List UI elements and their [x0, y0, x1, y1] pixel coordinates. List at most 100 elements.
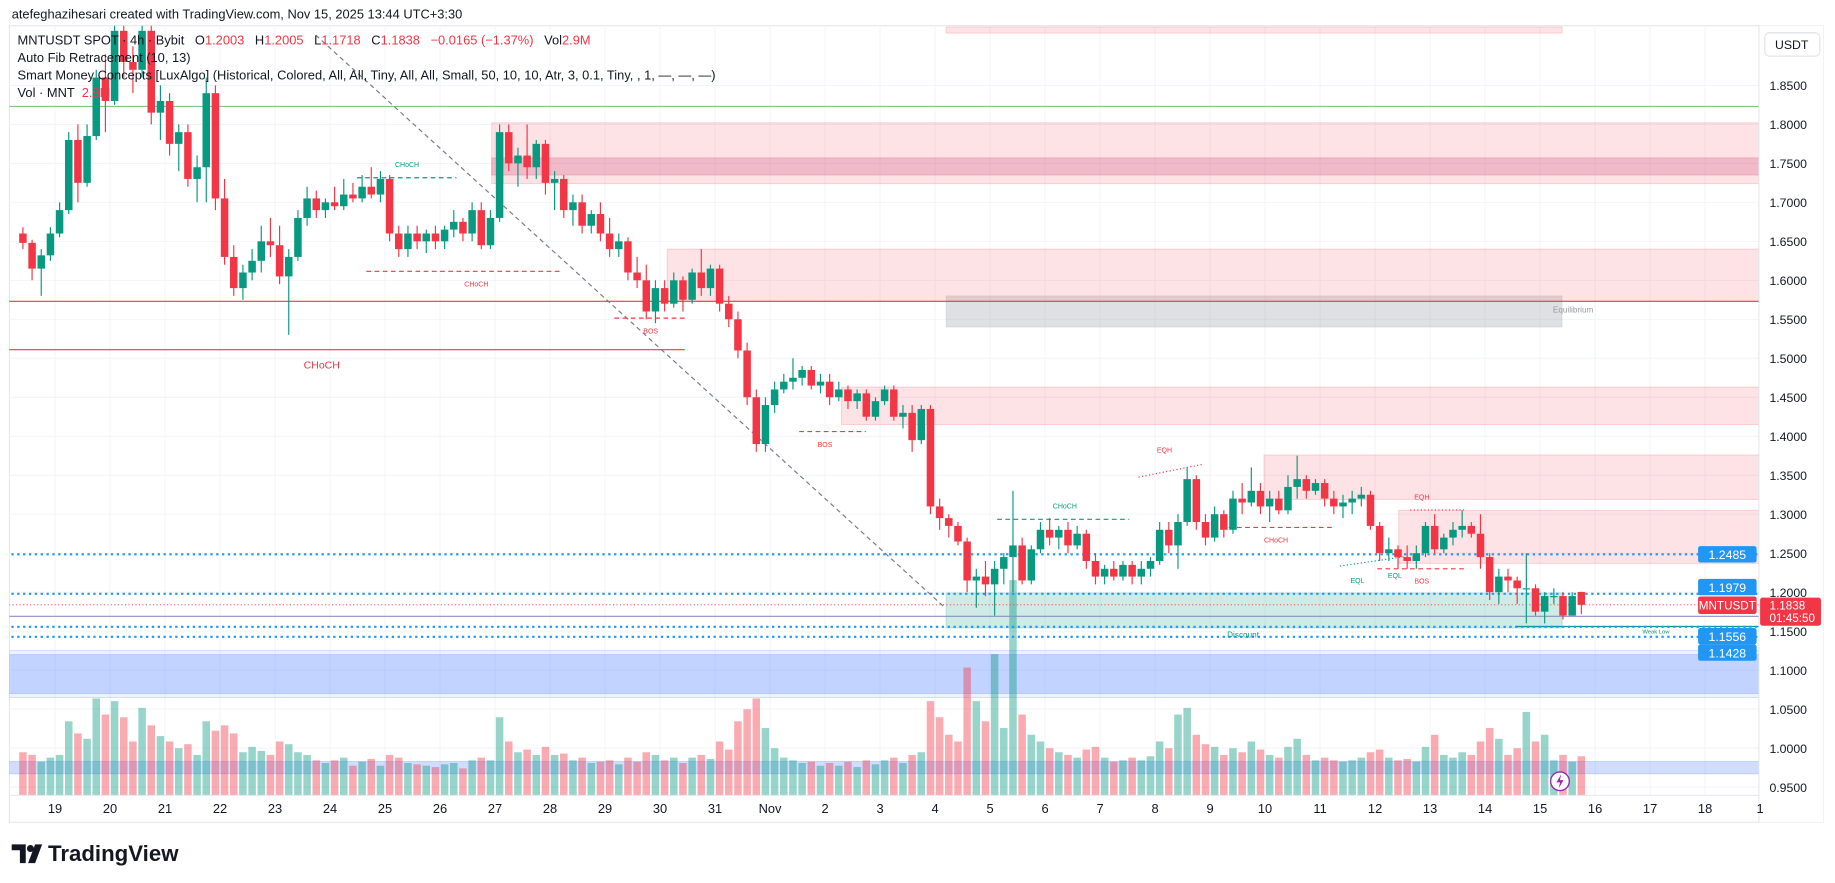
candle — [1192, 475, 1201, 530]
volume-bar — [55, 754, 64, 796]
candle — [890, 385, 898, 421]
price-tick-label: 1.4500 — [1769, 391, 1807, 405]
volume-bar — [770, 748, 779, 796]
volume-bar — [1495, 738, 1503, 796]
candle-body — [202, 93, 211, 168]
volume-bar — [184, 744, 192, 796]
volume-bar — [477, 757, 486, 796]
indicator-smc[interactable]: Smart Money Concepts [LuxAlgo] (Historic… — [18, 68, 716, 83]
price-badge — [1698, 644, 1757, 661]
price-axis[interactable]: USDT — [1758, 25, 1824, 823]
price-badge-label: 1.2485 — [1709, 548, 1747, 562]
volume-bar — [587, 763, 596, 796]
date-tick-label: 25 — [378, 801, 392, 816]
volume-bar — [486, 760, 495, 796]
volume-bar — [725, 749, 733, 796]
candle-body — [871, 401, 880, 417]
candle — [1421, 522, 1430, 558]
candle — [147, 25, 155, 125]
candle — [981, 560, 990, 597]
candle — [367, 167, 376, 199]
candle — [1000, 553, 1008, 585]
volume-bar — [990, 654, 999, 796]
volume-bar — [743, 709, 751, 796]
price-tick-label: 1.7000 — [1769, 196, 1807, 210]
tradingview-logo[interactable]: TradingView — [11, 841, 180, 866]
candle — [1036, 522, 1045, 554]
volume-bar — [83, 738, 91, 796]
candle — [1256, 483, 1265, 515]
candle — [1366, 490, 1375, 530]
volume-bar — [807, 761, 816, 796]
candle-body — [679, 280, 687, 300]
candle-body — [257, 241, 266, 261]
candle-body — [651, 288, 660, 312]
candle-body — [1100, 568, 1109, 577]
demand-outer-zone — [9, 650, 1759, 698]
volume-bar — [1064, 754, 1072, 796]
lightning-icon[interactable] — [1549, 771, 1571, 792]
candle — [1183, 467, 1191, 526]
date-tick-label: 10 — [1258, 801, 1272, 816]
volume-bar — [1165, 748, 1173, 796]
volume-bar — [871, 764, 880, 796]
date-tick-label: 5 — [986, 801, 993, 816]
candle — [303, 186, 311, 226]
candle-body — [926, 408, 935, 507]
candle-body — [330, 202, 339, 207]
volume-bar — [1577, 756, 1586, 796]
candle — [1284, 475, 1292, 515]
change-value: −0.0165 (−1.37%) — [431, 32, 534, 47]
candle — [1430, 514, 1439, 554]
volume-bar — [899, 763, 907, 796]
candle-body — [1449, 529, 1457, 538]
candle — [294, 210, 302, 261]
currency-button[interactable] — [1764, 32, 1821, 57]
volume-bar — [349, 765, 357, 796]
volume-bar — [679, 763, 687, 796]
structure-label-bos: BOS — [643, 328, 658, 335]
candle-body — [541, 143, 550, 183]
candle — [706, 264, 715, 296]
volume-bar — [1366, 752, 1375, 796]
chart-credit: atefeghazihesari created with TradingVie… — [12, 7, 463, 22]
volume-bar — [138, 707, 146, 796]
candle — [312, 190, 321, 218]
volume-bar — [1330, 760, 1338, 796]
candle — [770, 381, 779, 413]
time-axis[interactable]: 19 20 21 22 23 24 25 26 27 28 29 30 31 Nov 2 3 4 5 6 7 8 9 10 1… — [48, 801, 1764, 816]
plot-area[interactable]: Equilibrium Discount Weak Low CHoCH CHoCH CHo… — [6, 0, 1761, 796]
indicator-fib[interactable]: Auto Fib Retracement (10, 13) — [18, 50, 191, 65]
zone-label: Equilibrium — [1553, 305, 1594, 314]
candle — [1577, 591, 1586, 615]
candle-body — [1403, 557, 1411, 561]
candle-body — [1311, 483, 1320, 491]
candle — [1128, 560, 1136, 585]
volume-bar — [1220, 754, 1228, 796]
volume-bar — [367, 758, 376, 796]
candle — [605, 217, 614, 257]
volume-bar — [376, 765, 385, 796]
volume-bar — [1513, 748, 1521, 796]
candle — [248, 249, 256, 281]
candle — [596, 202, 605, 242]
volume-bar — [523, 749, 531, 796]
volume-bar — [1018, 714, 1026, 796]
candle-body — [642, 280, 651, 312]
candle — [725, 295, 733, 328]
price-tick-label: 1.0000 — [1769, 742, 1807, 756]
candle-body — [92, 77, 100, 137]
structure-label-eql: EQL — [1388, 573, 1402, 580]
volume-bar — [1119, 760, 1127, 796]
candle — [789, 358, 797, 390]
volume-bar — [450, 763, 458, 796]
candle — [1311, 479, 1320, 495]
price-tick-label: 1.7500 — [1769, 157, 1807, 171]
candle-body — [321, 202, 330, 211]
candle — [899, 405, 907, 429]
candle-body — [120, 30, 128, 62]
price-ticks: 1.8500 1.8000 1.7500 1.7000 1.6500 1.6000 1.55… — [1769, 79, 1807, 795]
candle — [1531, 584, 1540, 616]
